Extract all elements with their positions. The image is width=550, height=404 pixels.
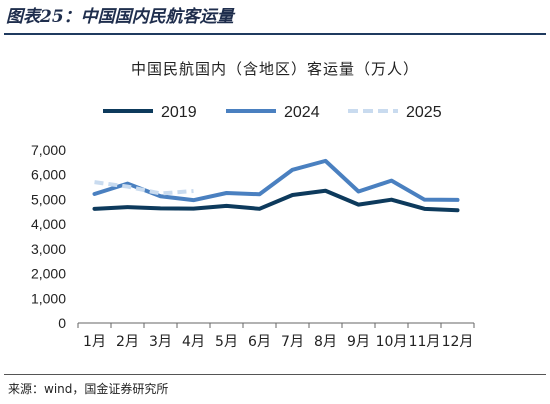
y-tick-label: 6,000	[31, 167, 66, 183]
plot-area	[92, 158, 460, 213]
x-tick-label: 11月	[409, 334, 441, 350]
x-tick-label: 2月	[116, 334, 139, 350]
x-axis: 1月 2月 3月 4月 5月 6月 7月 8月 9月 10月 11月 12月	[77, 322, 475, 350]
x-tick-label: 3月	[149, 334, 172, 350]
x-tick-label: 6月	[248, 334, 271, 350]
y-tick-label: 1,000	[31, 290, 66, 306]
legend-label-2019: 2019	[161, 104, 197, 121]
series-line-2024	[92, 158, 460, 203]
legend: 2019 2024 2025	[103, 104, 442, 121]
figure-label: 图表25：	[6, 7, 81, 27]
header-divider	[4, 33, 546, 35]
x-tick-label: 4月	[182, 334, 205, 350]
legend-label-2025: 2025	[406, 104, 442, 121]
x-tick-label: 5月	[215, 334, 238, 350]
line-chart: 2019 2024 2025 7,000 6,000 5,000 4,000 3,000 2,…	[31, 104, 475, 350]
series-line-2025	[94, 180, 194, 196]
y-tick-label: 5,000	[31, 191, 66, 207]
legend-label-2024: 2024	[284, 104, 320, 121]
figure-title: 中国国内民航客运量	[80, 7, 234, 27]
footer-divider	[4, 374, 546, 375]
x-tick-label: 9月	[347, 334, 370, 350]
y-tick-label: 4,000	[31, 216, 66, 232]
y-tick-label: 0	[58, 315, 66, 331]
x-tick-label: 8月	[314, 334, 337, 350]
y-tick-label: 2,000	[31, 266, 66, 282]
source-note: 来源：wind，国金证券研究所	[8, 382, 169, 396]
series-line-2019	[92, 188, 460, 213]
x-tick-label: 1月	[83, 334, 106, 350]
x-tick-label: 12月	[442, 334, 474, 350]
y-axis: 7,000 6,000 5,000 4,000 3,000 2,000 1,000 0	[31, 142, 66, 331]
x-tick-label: 10月	[376, 334, 408, 350]
chart-title: 中国民航国内（含地区）客运量（万人）	[130, 60, 419, 78]
figure-header: 图表25：中国国内民航客运量	[6, 4, 544, 30]
y-tick-label: 3,000	[31, 241, 66, 257]
x-tick-label: 7月	[281, 334, 304, 350]
y-tick-label: 7,000	[31, 142, 66, 158]
